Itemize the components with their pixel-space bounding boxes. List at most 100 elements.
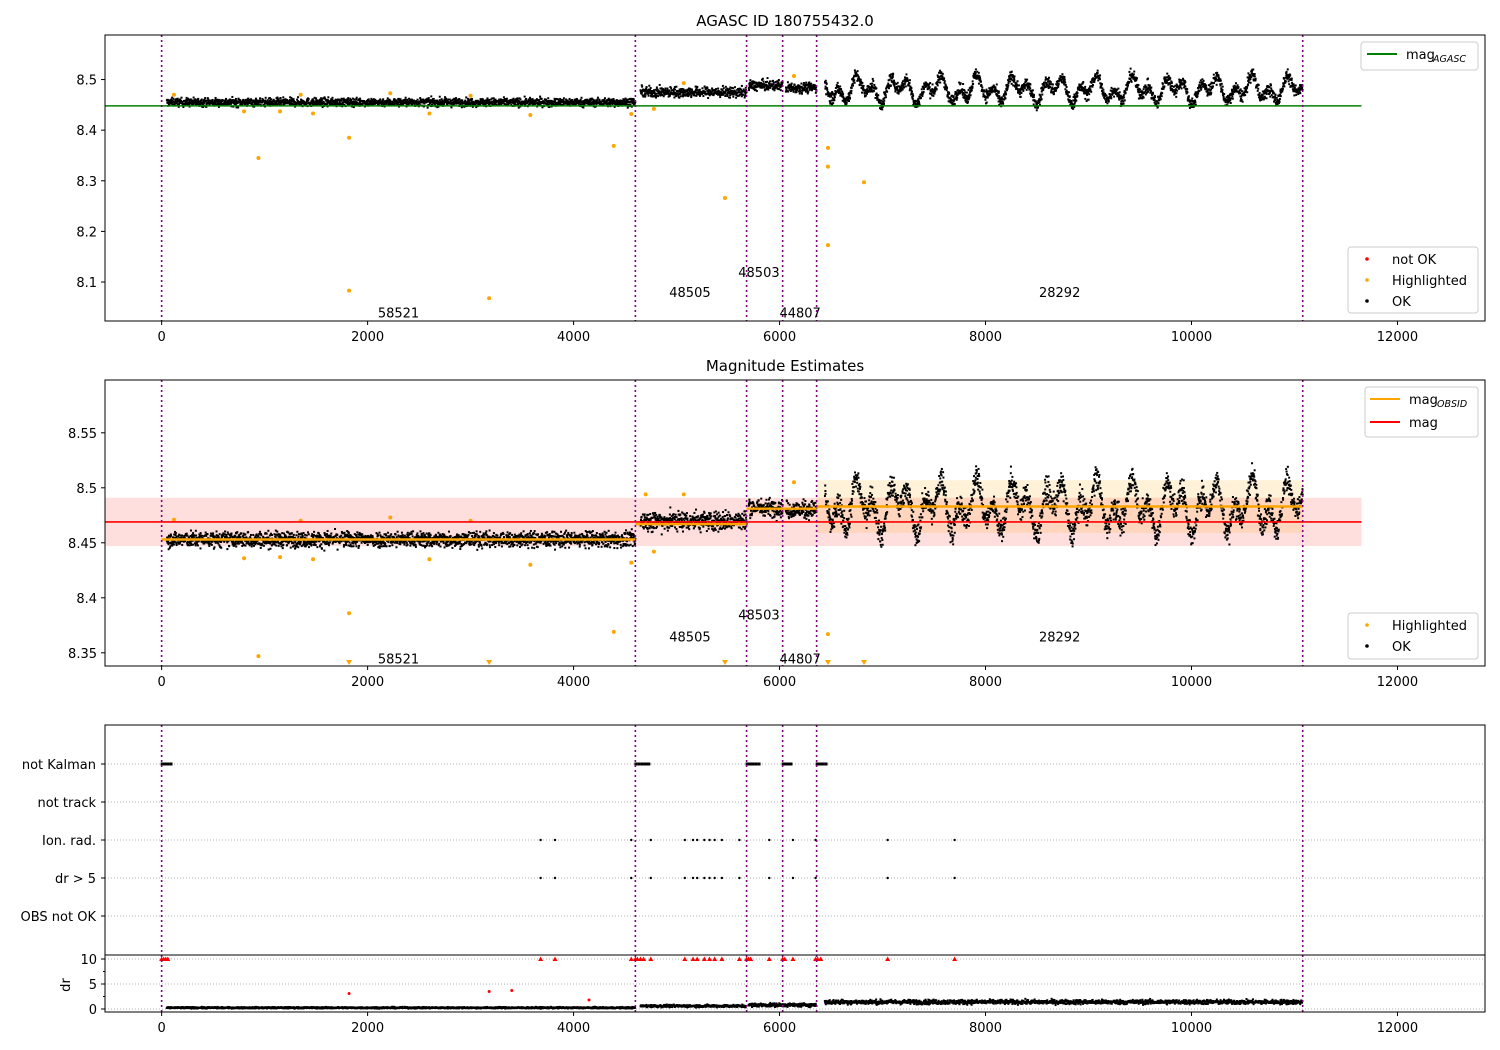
ok-point [1072, 95, 1075, 98]
ok-point [940, 77, 943, 80]
ok-point [901, 82, 904, 85]
ok-point [307, 99, 310, 102]
ok-point [1029, 94, 1032, 97]
ok-points [165, 67, 1304, 112]
ok-point [688, 93, 691, 96]
ok-point [928, 87, 931, 90]
ok-point [917, 97, 920, 100]
ok-point [901, 88, 904, 91]
ok-point [350, 99, 353, 102]
ok-point [682, 95, 685, 98]
ok-point [1013, 75, 1016, 78]
ok-point [797, 84, 800, 87]
ok-point [185, 96, 188, 99]
ok-point [1112, 92, 1115, 95]
ok-point [843, 98, 846, 101]
ok-point [957, 89, 960, 92]
ok-point [847, 97, 850, 100]
ok-point [852, 77, 855, 80]
ok-point [1075, 99, 1078, 102]
ok-point [939, 75, 942, 78]
ok-point [940, 72, 943, 75]
ok-point [1262, 96, 1265, 99]
ok-point [204, 97, 207, 100]
ok-point [207, 98, 210, 101]
ok-point [182, 106, 185, 109]
ok-point [603, 98, 606, 101]
ok-point [1004, 97, 1007, 100]
ok-point [177, 100, 180, 103]
ok-point [1104, 97, 1107, 100]
ok-point [1005, 93, 1008, 96]
ok-point [974, 68, 977, 71]
ok-point [847, 100, 850, 103]
ok-point [862, 84, 865, 87]
ok-point [896, 85, 899, 88]
ok-point [393, 98, 396, 101]
ok-point [964, 98, 967, 101]
ok-point [1165, 80, 1168, 83]
ok-point [1290, 78, 1293, 81]
ok-point [180, 99, 183, 102]
ok-point [430, 95, 433, 98]
ok-point [872, 89, 875, 92]
ok-point [943, 77, 946, 80]
ok-point [1267, 85, 1270, 88]
ok-point [382, 98, 385, 101]
ok-point [777, 78, 780, 81]
ok-point [218, 98, 221, 101]
ok-point [457, 102, 460, 105]
ok-point [545, 99, 548, 102]
ok-point [1247, 80, 1250, 83]
ok-point [772, 79, 775, 82]
ok-point [512, 100, 515, 103]
ok-point [1240, 90, 1243, 93]
ok-point [830, 95, 833, 98]
ok-point [688, 87, 691, 90]
ok-point [1011, 73, 1014, 76]
ok-point [446, 103, 449, 106]
ok-point [996, 94, 999, 97]
ok-point [1038, 98, 1041, 101]
ok-point [928, 92, 931, 95]
ok-point [1031, 96, 1034, 99]
ok-point [230, 99, 233, 102]
ok-point [232, 99, 235, 102]
ok-point [689, 92, 692, 95]
ok-point [972, 83, 975, 86]
ok-point [953, 102, 956, 105]
ok-point [217, 101, 220, 104]
ok-point [434, 100, 437, 103]
ok-point [238, 100, 241, 103]
ok-point [998, 97, 1001, 100]
ok-point [1234, 82, 1237, 85]
ok-point [1088, 90, 1091, 93]
ok-point [911, 93, 914, 96]
ok-point [727, 88, 730, 91]
ok-point [873, 83, 876, 86]
ok-point [206, 97, 209, 100]
ok-point [1167, 83, 1170, 86]
ok-point [305, 102, 308, 105]
ok-point [1029, 83, 1032, 86]
ok-point [510, 103, 513, 106]
ok-point [807, 86, 810, 89]
ok-point [577, 99, 580, 102]
ok-point [1083, 89, 1086, 92]
ok-point [406, 103, 409, 106]
ok-point [1270, 87, 1273, 90]
ok-point [936, 74, 939, 77]
ok-point [1038, 101, 1041, 104]
ok-point [1101, 92, 1104, 95]
ok-point [694, 90, 697, 93]
ok-point [1013, 77, 1016, 80]
ok-point [340, 99, 343, 102]
ok-point [1198, 81, 1201, 84]
ok-point [675, 92, 678, 95]
ok-point [1032, 103, 1035, 106]
ok-point [895, 83, 898, 86]
ok-point [416, 98, 419, 101]
ok-point [938, 76, 941, 79]
ok-point [440, 98, 443, 101]
ok-point [1274, 99, 1277, 102]
